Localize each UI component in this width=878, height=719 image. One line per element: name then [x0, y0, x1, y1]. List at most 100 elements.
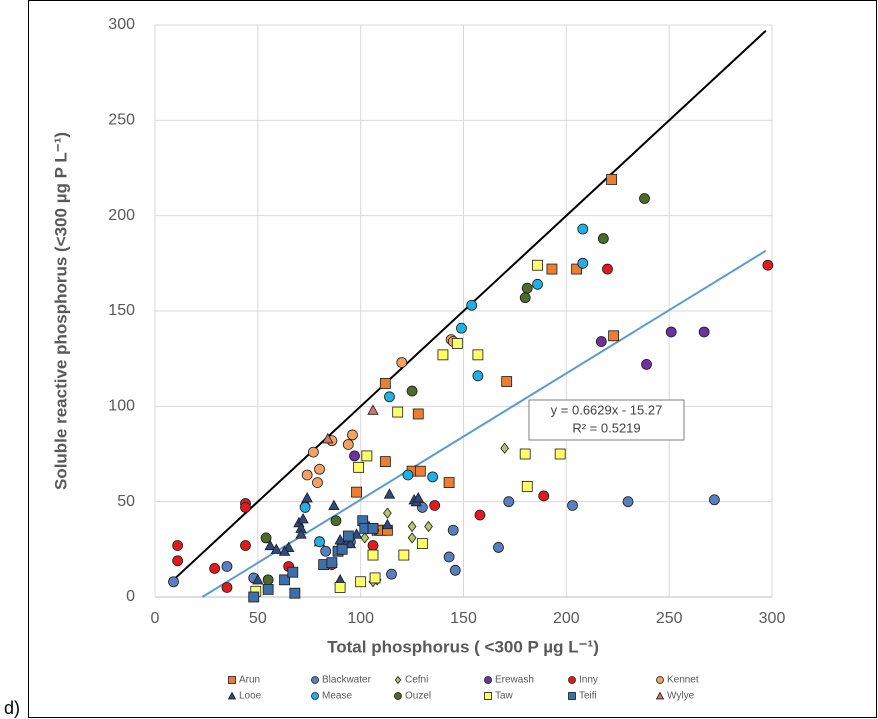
marker	[571, 263, 583, 275]
marker	[641, 358, 652, 370]
marker	[402, 469, 414, 481]
marker	[451, 338, 463, 349]
marker	[472, 349, 484, 361]
y-tick-label: 100	[108, 398, 135, 415]
marker	[314, 463, 325, 475]
marker	[342, 530, 354, 542]
y-tick-label: 0	[126, 588, 135, 605]
marker	[383, 507, 392, 519]
marker	[334, 582, 346, 593]
legend-label: Inny	[579, 675, 598, 686]
marker	[278, 545, 291, 556]
marker	[429, 500, 441, 511]
marker	[384, 391, 395, 403]
marker	[416, 538, 428, 550]
marker	[264, 539, 276, 551]
frame	[28, 0, 877, 718]
y-tick-label: 50	[117, 493, 135, 510]
marker	[351, 486, 362, 498]
legend-label: Ouzel	[405, 691, 431, 702]
x-tick-label: 200	[553, 610, 580, 627]
marker	[221, 582, 233, 593]
legend-label: Arun	[239, 675, 260, 686]
legend-marker	[484, 676, 492, 684]
marker	[521, 481, 533, 492]
marker	[349, 450, 360, 462]
marker	[289, 587, 301, 599]
marker	[595, 336, 607, 347]
legend-marker	[655, 691, 665, 700]
marker	[447, 524, 459, 536]
legend-marker	[568, 676, 576, 684]
marker	[361, 450, 373, 462]
marker	[347, 429, 358, 441]
marker	[172, 555, 184, 567]
marker	[554, 448, 566, 460]
marker	[567, 500, 578, 511]
marker	[456, 322, 467, 334]
marker	[295, 528, 307, 539]
marker	[407, 532, 417, 544]
marker	[622, 496, 634, 508]
marker	[493, 542, 504, 553]
panel-label: d)	[4, 698, 20, 718]
legend-label: Looe	[239, 691, 262, 702]
marker	[437, 349, 449, 361]
legend-marker	[568, 692, 576, 700]
legend-marker	[394, 692, 402, 700]
marker	[577, 257, 589, 269]
marker	[297, 512, 309, 524]
x-tick-label: 300	[759, 610, 786, 627]
marker	[287, 566, 299, 578]
marker	[500, 442, 509, 454]
marker	[279, 574, 290, 586]
marker	[252, 574, 264, 585]
marker	[322, 432, 334, 444]
marker	[424, 520, 433, 533]
legend-label: Kennet	[667, 675, 699, 686]
marker	[355, 576, 367, 588]
marker	[427, 471, 439, 483]
marker	[398, 549, 410, 561]
y-tick-label: 200	[108, 207, 135, 224]
x-tick-label: 250	[656, 610, 683, 627]
marker	[762, 259, 774, 271]
marker	[639, 193, 650, 204]
legend-label: Wylye	[667, 691, 695, 702]
marker	[353, 461, 365, 473]
marker	[330, 515, 342, 527]
marker	[577, 223, 589, 235]
legend-label: Blackwater	[322, 675, 372, 686]
marker	[328, 499, 340, 511]
marker	[466, 299, 478, 311]
marker	[168, 576, 179, 588]
marker	[299, 501, 311, 513]
y-axis-title: Soluble reactive phosphorus (<300 µg P L…	[51, 132, 70, 490]
marker	[709, 494, 720, 506]
marker	[360, 532, 370, 544]
legend-marker	[311, 692, 319, 700]
marker	[396, 357, 408, 368]
marker	[546, 263, 558, 275]
marker	[519, 448, 531, 460]
marker	[602, 263, 613, 275]
marker	[312, 477, 323, 489]
marker	[449, 564, 461, 576]
x-tick-label: 0	[151, 610, 160, 627]
annotation-text: y = 0.6629x - 15.27	[551, 402, 663, 417]
marker	[369, 572, 381, 584]
marker	[240, 501, 251, 513]
marker	[608, 330, 620, 342]
marker	[314, 536, 325, 548]
marker	[383, 488, 396, 499]
legend-label: Erewash	[495, 675, 534, 686]
marker	[260, 532, 272, 544]
marker	[326, 557, 338, 569]
marker	[386, 568, 397, 580]
marker	[270, 543, 283, 554]
legend-marker	[227, 691, 237, 700]
marker	[538, 490, 550, 502]
y-tick-label: 300	[108, 16, 135, 33]
marker	[381, 518, 394, 530]
marker	[350, 528, 363, 539]
